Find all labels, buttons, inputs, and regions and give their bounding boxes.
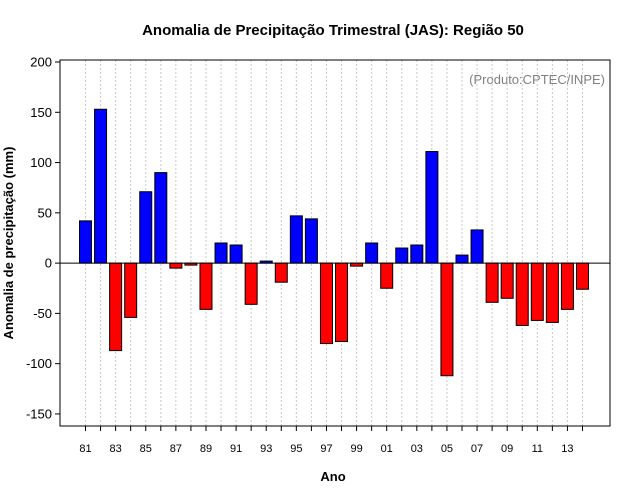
x-tick-label: 13 — [561, 443, 573, 455]
bar-2001 — [380, 262, 394, 289]
axes: 200 150 100 50 0 -50 -100 -150 81 83 85 87 89 91 93 95 9… — [26, 55, 611, 455]
y-tick-label: 200 — [30, 55, 52, 70]
x-tick-label: 99 — [350, 443, 362, 455]
bar-2012 — [545, 262, 559, 323]
x-tick-label: 03 — [411, 443, 423, 455]
x-tick-label: 07 — [471, 443, 483, 455]
bar-1991 — [229, 244, 243, 264]
bar-2005 — [440, 262, 454, 377]
y-tick-label: 50 — [38, 205, 52, 220]
y-tick-label: 0 — [45, 256, 52, 271]
x-tick-label: 01 — [381, 443, 393, 455]
bar-1996 — [304, 218, 318, 264]
bar-2014 — [575, 262, 589, 290]
bar-1983 — [109, 262, 123, 352]
x-tick-label: 11 — [532, 443, 543, 455]
bar-1989 — [199, 262, 213, 310]
x-tick-label: 97 — [320, 443, 332, 455]
bar-2004 — [425, 151, 439, 264]
bar-2007 — [470, 229, 484, 264]
y-tick-label: -100 — [26, 356, 52, 371]
chart-title: Anomalia de Precipitação Trimestral (JAS… — [142, 22, 524, 39]
bar-1984 — [124, 262, 138, 318]
bar-2013 — [560, 262, 574, 310]
y-tick-label: -150 — [26, 406, 52, 421]
y-tick-label: -50 — [33, 306, 52, 321]
x-tick-label: 87 — [170, 443, 182, 455]
bar-1998 — [335, 262, 349, 343]
x-tick-label: 91 — [230, 443, 242, 455]
x-tick-label: 05 — [441, 443, 453, 455]
y-tick-label: 150 — [30, 105, 52, 120]
bar-1987 — [169, 262, 183, 269]
product-annotation: (Produto:CPTEC/INPE) — [469, 72, 605, 87]
bar-2003 — [410, 244, 424, 264]
x-tick-label: 85 — [140, 443, 152, 455]
x-tick-label: 83 — [109, 443, 121, 455]
bars — [79, 108, 589, 377]
bar-1990 — [214, 242, 228, 264]
x-tick-label: 09 — [501, 443, 513, 455]
x-tick-label: 95 — [290, 443, 302, 455]
plot-frame — [59, 59, 611, 427]
bar-2008 — [485, 262, 499, 303]
gridlines — [85, 60, 583, 426]
bar-2009 — [500, 262, 514, 299]
bar-2000 — [365, 242, 379, 264]
bar-1995 — [289, 215, 303, 264]
x-tick-label: 93 — [260, 443, 272, 455]
bar-2002 — [395, 247, 409, 264]
y-tick-label: 100 — [30, 155, 52, 170]
bar-1982 — [94, 108, 108, 264]
bar-1986 — [154, 172, 168, 264]
x-tick-label: 81 — [79, 443, 91, 455]
y-axis-label: Anomalia de precipitação (mm) — [1, 147, 16, 340]
bar-1981 — [79, 220, 92, 264]
bar-1997 — [319, 262, 333, 345]
bar-1985 — [139, 191, 153, 264]
bar-2010 — [515, 262, 529, 326]
x-tick-label: 89 — [200, 443, 212, 455]
bar-1994 — [274, 262, 288, 283]
x-axis-label: Ano — [320, 469, 345, 484]
bar-2006 — [455, 254, 469, 264]
bar-1992 — [244, 262, 258, 305]
bar-2011 — [530, 262, 544, 321]
